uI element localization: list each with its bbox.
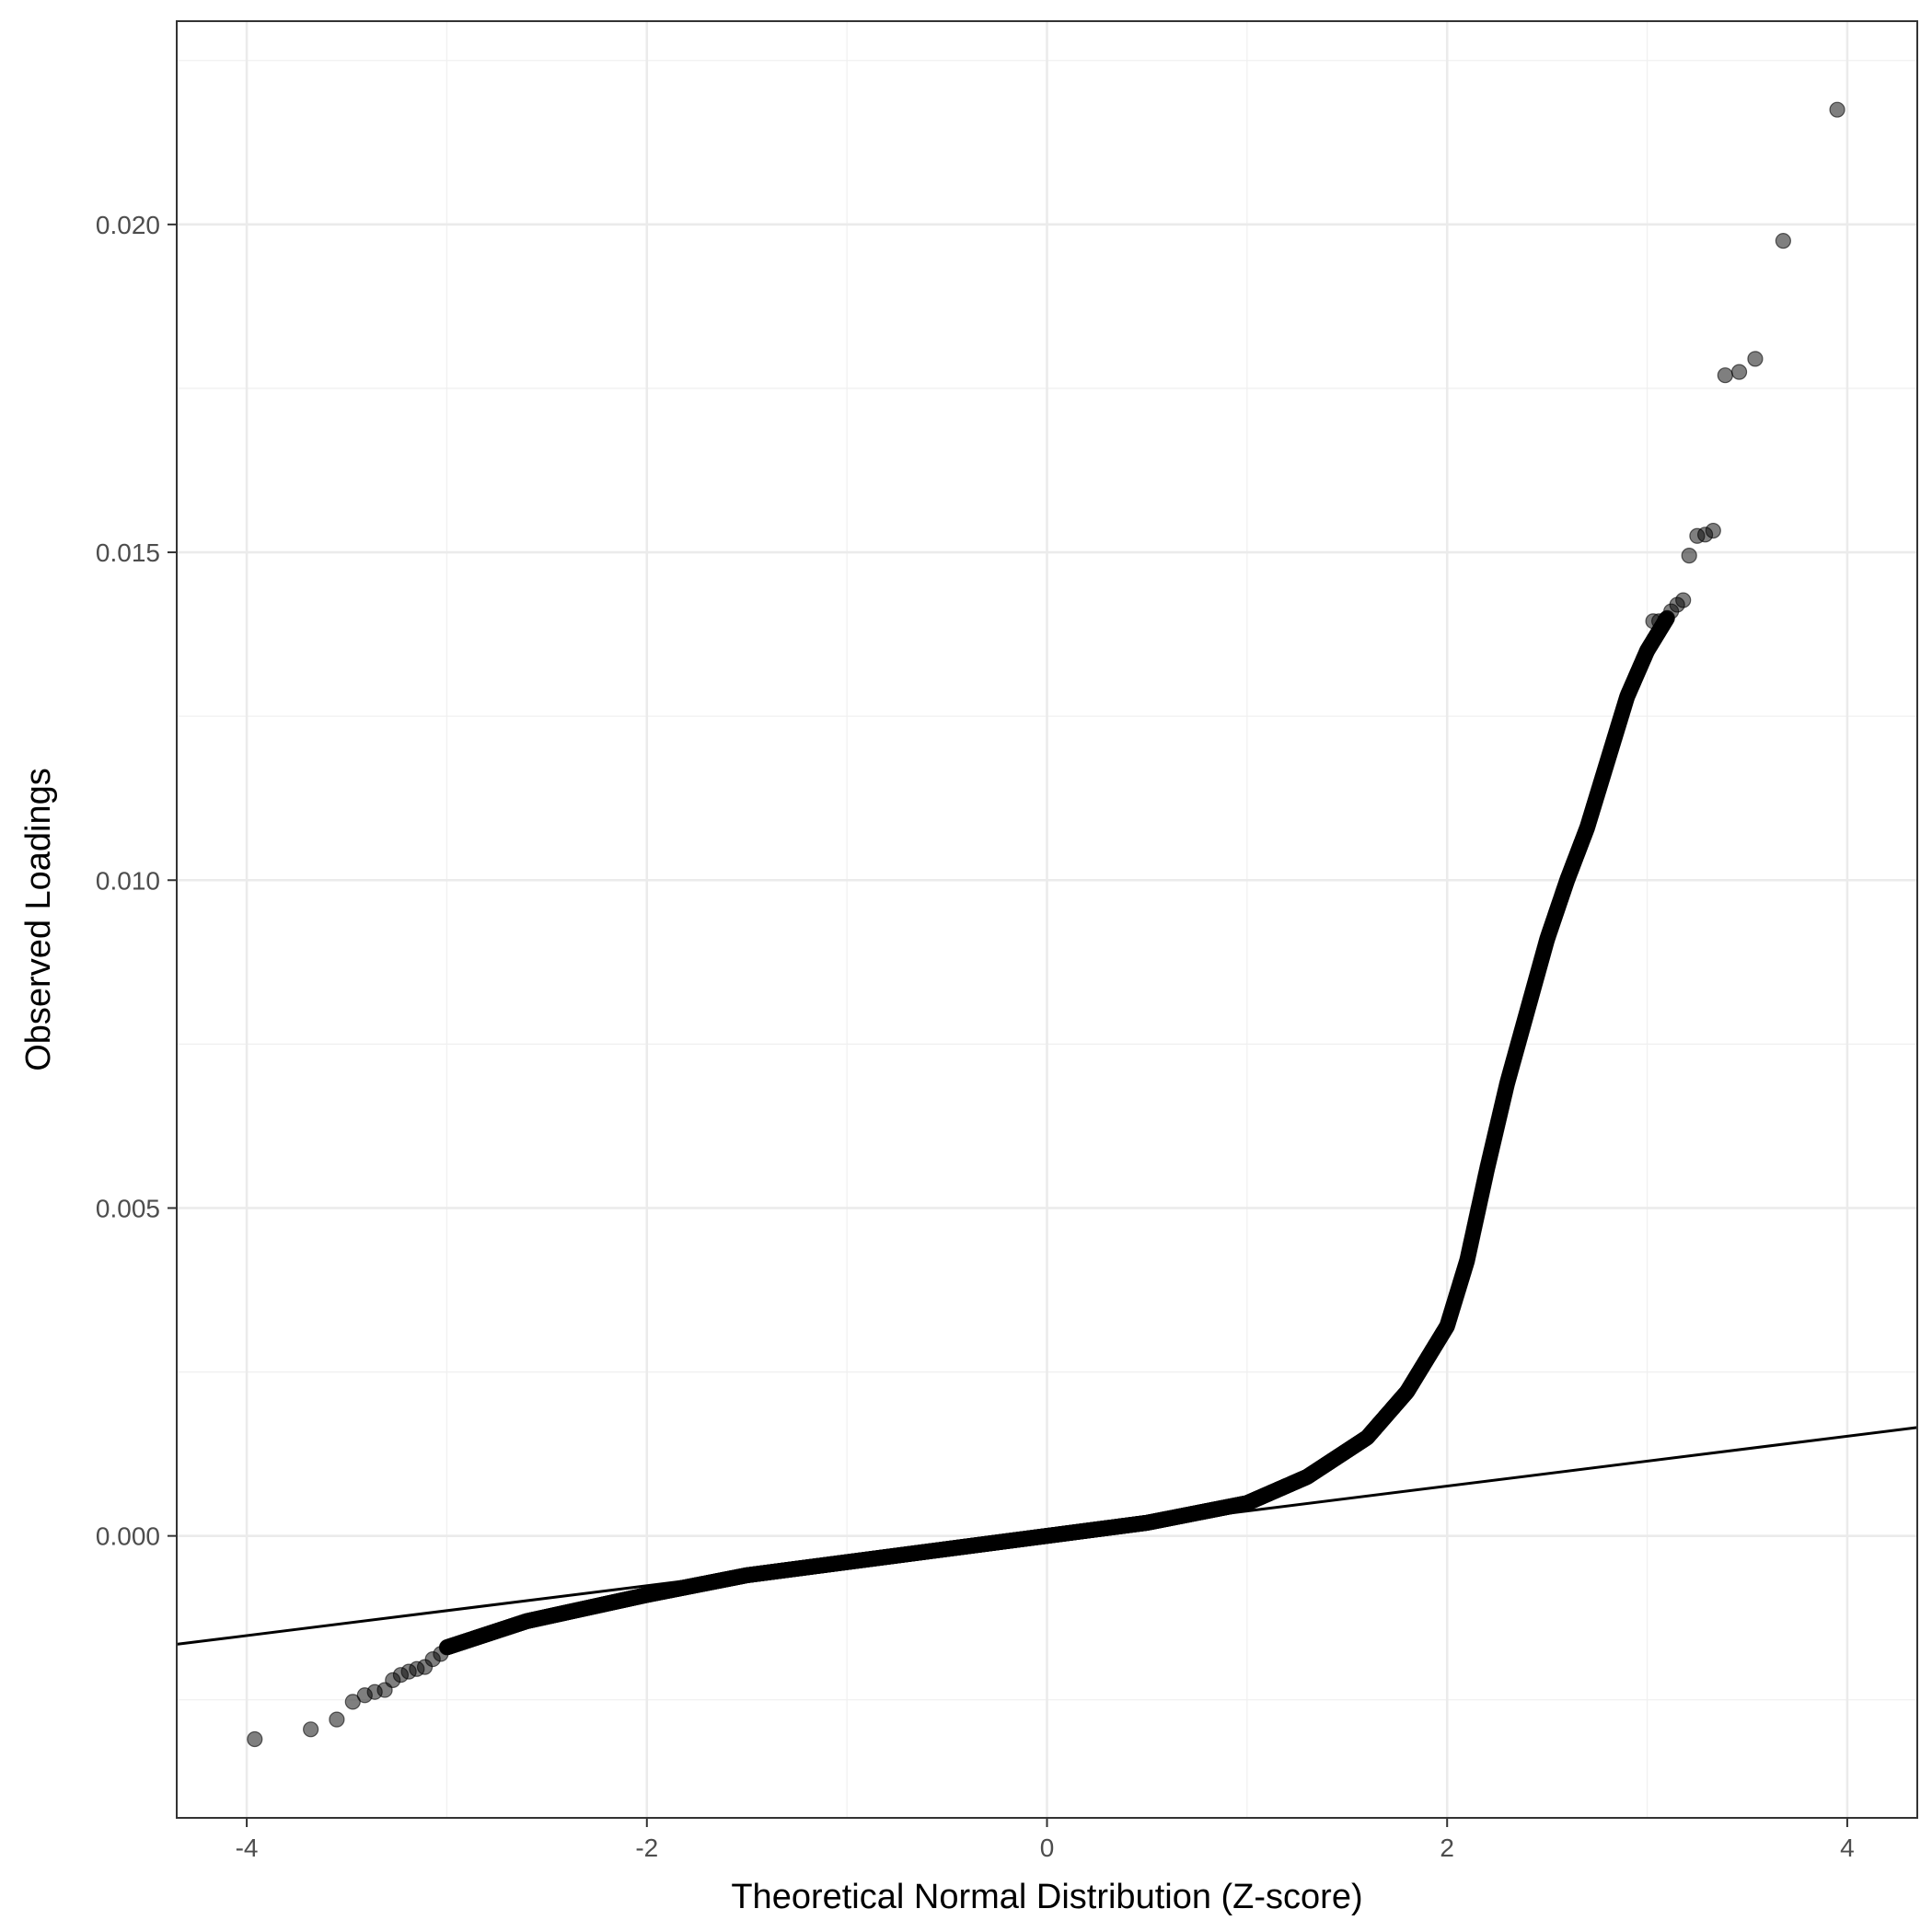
data-point — [1730, 364, 1748, 380]
y-tick-label: 0.005 — [96, 1194, 160, 1222]
data-point — [1705, 522, 1721, 539]
x-tick-label: 0 — [1040, 1834, 1055, 1862]
reference-line-group — [176, 1426, 1918, 1646]
y-axis-ticks: 0.000 0.005 0.010 0.015 0.020 — [96, 211, 177, 1551]
grid-major — [177, 21, 1917, 1818]
data-point — [1775, 233, 1791, 249]
data-point — [1747, 351, 1764, 367]
x-axis-ticks: -4 -2 0 2 4 — [236, 1818, 1855, 1862]
y-tick-label: 0.000 — [96, 1522, 160, 1551]
data-point — [1717, 367, 1733, 384]
data-point — [1675, 592, 1692, 608]
data-point — [433, 1646, 449, 1662]
data-point — [303, 1721, 319, 1738]
x-tick-label: 4 — [1840, 1834, 1855, 1862]
data-point — [344, 1694, 361, 1710]
x-tick-label: -4 — [236, 1834, 259, 1862]
x-axis-title: Theoretical Normal Distribution (Z-score… — [731, 1878, 1362, 1916]
y-axis-title: Observed Loadings — [19, 768, 58, 1071]
data-point — [247, 1730, 263, 1748]
x-tick-label: 2 — [1440, 1834, 1454, 1862]
data-point — [1681, 548, 1697, 564]
reference-line — [176, 1426, 1918, 1646]
data-points — [247, 101, 1845, 1748]
y-tick-label: 0.010 — [96, 866, 160, 895]
data-point — [329, 1711, 345, 1728]
y-tick-label: 0.015 — [96, 538, 160, 567]
x-tick-label: -2 — [635, 1834, 658, 1862]
y-tick-label: 0.020 — [96, 211, 160, 239]
data-point — [1829, 101, 1845, 118]
